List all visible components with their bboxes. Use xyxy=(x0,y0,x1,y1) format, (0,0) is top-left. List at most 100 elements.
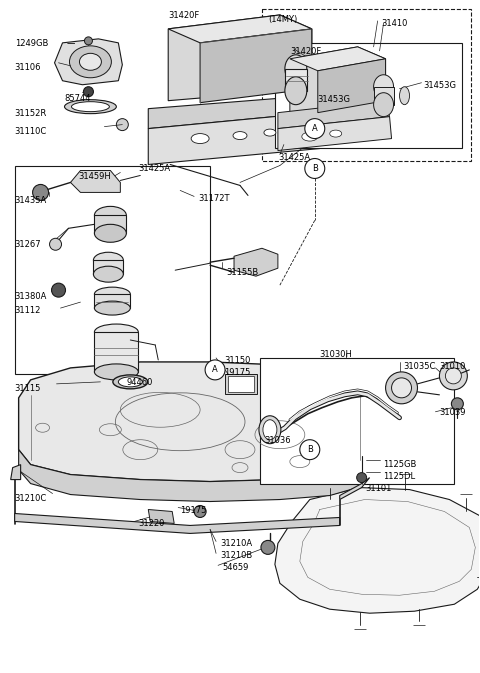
Ellipse shape xyxy=(302,132,318,141)
Text: 31410: 31410 xyxy=(382,19,408,28)
Bar xyxy=(262,9,471,161)
Bar xyxy=(373,87,394,105)
Ellipse shape xyxy=(263,420,277,439)
Text: 31035C: 31035C xyxy=(404,362,436,371)
Ellipse shape xyxy=(94,252,123,269)
Circle shape xyxy=(385,372,418,404)
Circle shape xyxy=(305,118,325,139)
Text: 1249GB: 1249GB xyxy=(15,39,48,48)
Ellipse shape xyxy=(330,130,342,137)
Circle shape xyxy=(49,238,61,250)
Polygon shape xyxy=(19,362,370,482)
Text: 31453G: 31453G xyxy=(423,81,456,90)
Polygon shape xyxy=(55,39,122,85)
Text: 54659: 54659 xyxy=(222,563,249,572)
Text: 31435A: 31435A xyxy=(15,197,47,205)
Ellipse shape xyxy=(233,132,247,139)
Text: 31459H: 31459H xyxy=(78,172,111,182)
Text: 31425A: 31425A xyxy=(138,164,170,174)
Bar xyxy=(94,260,123,274)
Text: B: B xyxy=(307,445,313,454)
Bar xyxy=(15,166,210,374)
Ellipse shape xyxy=(373,93,394,116)
Circle shape xyxy=(305,159,325,178)
Text: 31267: 31267 xyxy=(15,240,41,249)
Polygon shape xyxy=(234,248,278,276)
Text: 31039: 31039 xyxy=(439,408,466,417)
Text: 94460: 94460 xyxy=(126,378,153,387)
Text: 1125GB: 1125GB xyxy=(384,460,417,468)
Ellipse shape xyxy=(191,133,209,143)
Text: 31453G: 31453G xyxy=(318,95,351,104)
Circle shape xyxy=(357,472,367,483)
Circle shape xyxy=(451,398,463,410)
Ellipse shape xyxy=(94,267,123,282)
Text: 31210A: 31210A xyxy=(220,540,252,548)
Polygon shape xyxy=(290,47,385,71)
Text: (14MY): (14MY) xyxy=(268,15,297,24)
Ellipse shape xyxy=(285,55,307,83)
Ellipse shape xyxy=(119,377,142,387)
Text: 31172T: 31172T xyxy=(198,194,229,203)
Bar xyxy=(95,332,138,372)
Ellipse shape xyxy=(80,53,101,70)
Text: 19175: 19175 xyxy=(180,505,206,515)
Text: 85744: 85744 xyxy=(64,94,91,103)
Text: 31150: 31150 xyxy=(224,356,251,365)
Bar xyxy=(225,374,257,394)
Bar xyxy=(228,376,254,392)
Polygon shape xyxy=(278,101,390,129)
Polygon shape xyxy=(71,170,120,192)
Text: 19175: 19175 xyxy=(224,368,251,377)
Bar xyxy=(275,43,462,147)
Bar xyxy=(260,358,455,484)
Text: 31155B: 31155B xyxy=(226,269,258,277)
Text: B: B xyxy=(312,164,318,173)
Bar xyxy=(95,215,126,234)
Circle shape xyxy=(445,368,461,384)
Text: 31115: 31115 xyxy=(15,384,41,393)
Ellipse shape xyxy=(113,375,148,389)
Text: 31220: 31220 xyxy=(138,520,165,528)
Text: 31036: 31036 xyxy=(264,435,290,445)
Ellipse shape xyxy=(259,416,281,444)
Circle shape xyxy=(300,439,320,460)
Circle shape xyxy=(51,283,65,297)
Polygon shape xyxy=(15,513,340,534)
Ellipse shape xyxy=(70,46,111,78)
Polygon shape xyxy=(340,478,370,499)
Ellipse shape xyxy=(95,207,126,224)
Circle shape xyxy=(439,362,468,390)
Ellipse shape xyxy=(95,364,138,380)
Polygon shape xyxy=(148,509,174,524)
Text: A: A xyxy=(312,124,318,133)
Text: 31425A: 31425A xyxy=(278,153,310,162)
Circle shape xyxy=(194,505,206,518)
Ellipse shape xyxy=(264,129,276,136)
Text: 31210B: 31210B xyxy=(220,551,252,561)
Polygon shape xyxy=(275,487,480,613)
Polygon shape xyxy=(148,96,316,129)
Bar xyxy=(95,294,130,308)
Polygon shape xyxy=(290,47,385,112)
Text: 31380A: 31380A xyxy=(15,292,47,301)
Text: 31030H: 31030H xyxy=(320,350,353,359)
Circle shape xyxy=(84,87,94,97)
Text: 1125DL: 1125DL xyxy=(384,472,416,481)
Text: 31010: 31010 xyxy=(439,362,466,371)
Ellipse shape xyxy=(285,77,307,105)
Text: 31110C: 31110C xyxy=(15,127,47,135)
Text: 31420F: 31420F xyxy=(168,11,200,20)
Text: 31106: 31106 xyxy=(15,63,41,72)
Polygon shape xyxy=(168,15,312,43)
Ellipse shape xyxy=(95,301,130,315)
Text: 31152R: 31152R xyxy=(15,108,47,118)
Polygon shape xyxy=(19,450,370,501)
Circle shape xyxy=(116,118,128,131)
Text: 31210C: 31210C xyxy=(15,493,47,503)
Polygon shape xyxy=(278,116,392,151)
Bar xyxy=(285,69,307,91)
Polygon shape xyxy=(168,15,312,101)
Ellipse shape xyxy=(399,87,409,105)
Text: —: — xyxy=(67,39,75,48)
